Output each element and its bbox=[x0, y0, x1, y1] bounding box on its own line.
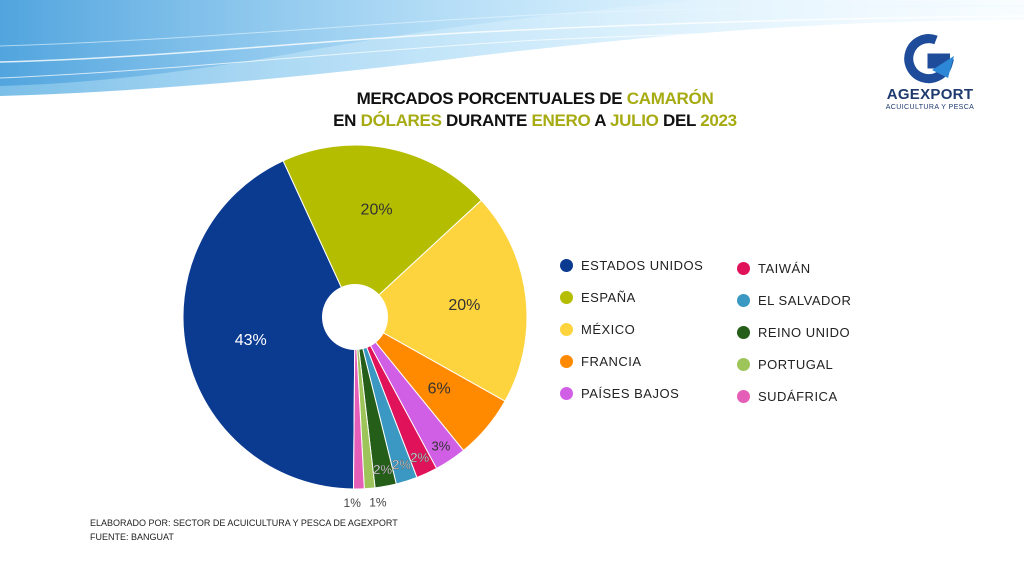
pie-label-sud-frica: 1% bbox=[344, 496, 362, 510]
pie-center-hole bbox=[322, 284, 388, 350]
legend-item: FRANCIA bbox=[560, 354, 642, 369]
legend-item: REINO UNIDO bbox=[737, 325, 850, 340]
logo-name: AGEXPORT bbox=[886, 86, 974, 103]
legend-swatch bbox=[560, 387, 573, 400]
pie-label-estados-unidos: 43% bbox=[235, 332, 267, 349]
header-wave-decoration bbox=[0, 0, 1024, 96]
legend-item: ESTADOS UNIDOS bbox=[560, 258, 703, 273]
pie-slice-m-xico bbox=[354, 199, 528, 402]
title-segment: DEL bbox=[658, 111, 701, 130]
legend-item: SUDÁFRICA bbox=[737, 389, 838, 404]
pie-label-reino-unido: 2% bbox=[373, 462, 392, 477]
pie-label-taiw-n: 2% bbox=[410, 450, 429, 465]
chart-title: MERCADOS PORCENTUALES DE CAMARÓN EN DÓLA… bbox=[300, 88, 770, 132]
pie-label-portugal: 1% bbox=[369, 496, 387, 510]
logo-subtitle: ACUICULTURA Y PESCA bbox=[885, 104, 975, 111]
legend-swatch bbox=[737, 390, 750, 403]
legend-swatch bbox=[560, 259, 573, 272]
title-segment: MERCADOS PORCENTUALES DE bbox=[356, 89, 627, 108]
legend-label: TAIWÁN bbox=[758, 261, 811, 276]
pie-label-el-salvador: 2% bbox=[392, 457, 411, 472]
title-segment: A bbox=[590, 111, 611, 130]
legend-label: REINO UNIDO bbox=[758, 325, 851, 340]
legend-swatch bbox=[737, 358, 750, 371]
chart-title-line-2: EN DÓLARES DURANTE ENERO A JULIO DEL 202… bbox=[300, 110, 770, 132]
legend-label: ESPAÑA bbox=[581, 290, 636, 305]
legend-label: PAÍSES BAJOS bbox=[581, 386, 680, 401]
legend-item: MÉXICO bbox=[560, 322, 635, 337]
legend-swatch bbox=[737, 326, 750, 339]
pie-slice-espa-a bbox=[282, 144, 483, 318]
legend-swatch bbox=[737, 262, 750, 275]
legend-swatch bbox=[560, 355, 573, 368]
legend-label: FRANCIA bbox=[581, 354, 642, 369]
footer-source: FUENTE: BANGUAT bbox=[90, 532, 174, 542]
footer-notes: ELABORADO POR: SECTOR DE ACUICULTURA Y P… bbox=[90, 516, 398, 544]
legend-label: MÉXICO bbox=[581, 322, 636, 337]
pie-label-pa-ses-bajos: 3% bbox=[431, 438, 450, 453]
title-segment: JULIO bbox=[610, 111, 659, 130]
legend-swatch bbox=[737, 294, 750, 307]
title-segment: DÓLARES bbox=[360, 111, 442, 130]
footer-credit: ELABORADO POR: SECTOR DE ACUICULTURA Y P… bbox=[90, 518, 398, 528]
legend-item: TAIWÁN bbox=[737, 261, 811, 276]
legend-label: PORTUGAL bbox=[758, 357, 834, 372]
pie-label-francia: 6% bbox=[428, 381, 451, 398]
legend-label: ESTADOS UNIDOS bbox=[581, 258, 704, 273]
pie-slice-estados-unidos bbox=[182, 160, 356, 490]
title-segment: 2023 bbox=[700, 111, 737, 130]
agexport-g-logo-icon bbox=[904, 34, 954, 84]
title-segment: ENERO bbox=[531, 111, 591, 130]
agexport-logo: AGEXPORT ACUICULTURA Y PESCA bbox=[872, 34, 988, 111]
legend-item: PAÍSES BAJOS bbox=[560, 386, 679, 401]
legend-item: ESPAÑA bbox=[560, 290, 636, 305]
pie-label-m-xico: 20% bbox=[448, 297, 480, 314]
legend-swatch bbox=[560, 323, 573, 336]
legend-item: EL SALVADOR bbox=[737, 293, 851, 308]
chart-title-line-1: MERCADOS PORCENTUALES DE CAMARÓN bbox=[300, 88, 770, 110]
pie-slice-sud-frica bbox=[352, 316, 365, 490]
legend-swatch bbox=[560, 291, 573, 304]
title-segment: CAMARÓN bbox=[626, 89, 714, 108]
legend-item: PORTUGAL bbox=[737, 357, 833, 372]
title-segment: DURANTE bbox=[441, 111, 532, 130]
title-segment: EN bbox=[333, 111, 361, 130]
legend-label: EL SALVADOR bbox=[758, 293, 852, 308]
pie-label-espa-a: 20% bbox=[361, 202, 393, 219]
legend-label: SUDÁFRICA bbox=[758, 389, 838, 404]
